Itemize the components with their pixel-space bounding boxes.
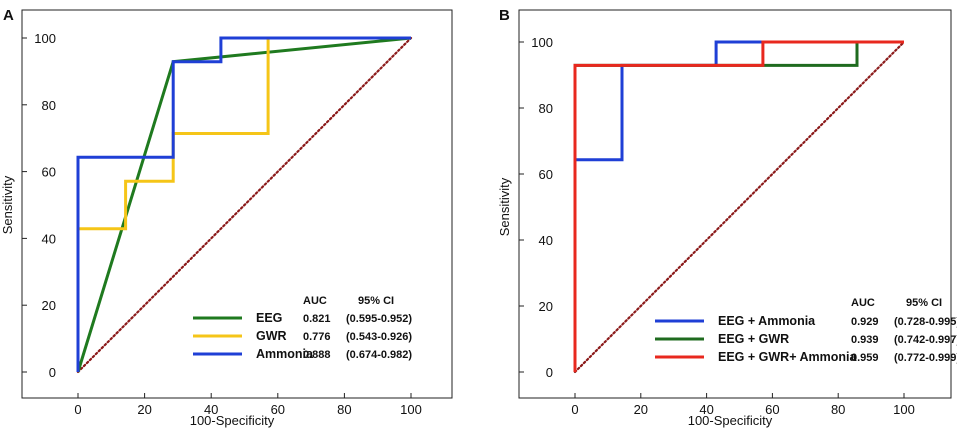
panel-a: A 0 20 40 60 80 100 0 20 40 60 80 100 100-Specificity… <box>0 7 453 428</box>
legend-auc-eeg-ammonia: 0.929 <box>851 316 879 328</box>
plot-frame <box>21 9 453 399</box>
chance-reference-line <box>76 36 413 374</box>
x-tick-label: 20 <box>634 402 648 417</box>
legend-ci-ammonia: (0.674-0.982) <box>346 349 412 361</box>
x-tick-label: 0 <box>571 402 578 417</box>
panel-letter: A <box>3 7 14 24</box>
y-tick-label: 20 <box>42 298 56 313</box>
panel-b: B 0 20 40 60 80 100 0 20 40 60 80 100 100-Specificity… <box>497 7 957 428</box>
legend-auc-eeg: 0.821 <box>303 313 331 325</box>
legend-label-gwr: GWR <box>256 329 287 343</box>
y-axis-title: Sensitivity <box>497 177 512 236</box>
plot-frame <box>518 9 952 399</box>
legend-auc-ammonia: 0.888 <box>303 349 331 361</box>
x-tick-label: 80 <box>337 402 351 417</box>
x-tick-label: 40 <box>204 402 218 417</box>
legend-auc-eeg-gwr-ammonia: 0.959 <box>851 352 879 364</box>
y-tick-label: 0 <box>546 365 553 380</box>
roc-curve-eeg-gwr-ammonia <box>573 40 904 372</box>
legend-ci-eeg-ammonia: (0.728-0.995) <box>894 316 957 328</box>
y-axis-title: Sensitivity <box>0 175 15 234</box>
x-tick-label: 100 <box>893 402 915 417</box>
y-tick-label: 80 <box>42 98 56 113</box>
legend-auc-eeg-gwr: 0.939 <box>851 334 879 346</box>
legend-label-eeg-gwr: EEG + GWR <box>718 332 789 346</box>
legend: AUC 95% CI EEG 0.821 (0.595-0.952) GWR 0.776 (0… <box>193 295 412 361</box>
y-tick-label: 60 <box>539 167 553 182</box>
legend-label-eeg-gwr-ammonia: EEG + GWR+ Ammonia <box>718 350 858 364</box>
legend-ci-eeg-gwr: (0.742-0.997) <box>894 334 957 346</box>
legend-header-ci: 95% CI <box>358 295 394 307</box>
y-tick-label: 60 <box>42 165 56 180</box>
x-tick-label: 0 <box>74 402 81 417</box>
chance-reference-line <box>573 40 906 374</box>
y-tick-label: 100 <box>531 35 553 50</box>
legend: AUC 95% CI EEG + Ammonia 0.929 (0.728-0.995)… <box>655 297 957 364</box>
y-tick-label: 0 <box>49 365 56 380</box>
panel-letter: B <box>499 7 510 24</box>
y-tick-label: 40 <box>539 233 553 248</box>
y-tick-label: 80 <box>539 101 553 116</box>
legend-ci-eeg: (0.595-0.952) <box>346 313 412 325</box>
x-tick-label: 100 <box>400 402 422 417</box>
legend-label-eeg: EEG <box>256 311 282 325</box>
legend-header-ci: 95% CI <box>906 297 942 309</box>
x-tick-label: 40 <box>699 402 713 417</box>
x-tick-label: 20 <box>137 402 151 417</box>
roc-curve-gwr <box>76 36 411 372</box>
x-tick-label: 80 <box>831 402 845 417</box>
legend-auc-gwr: 0.776 <box>303 331 331 343</box>
legend-ci-gwr: (0.543-0.926) <box>346 331 412 343</box>
x-axis-title: 100-Specificity <box>688 413 773 428</box>
x-tick-label: 60 <box>765 402 779 417</box>
y-tick-label: 40 <box>42 231 56 246</box>
legend-label-ammonia: Ammonia <box>256 347 314 361</box>
x-axis-title: 100-Specificity <box>190 413 275 428</box>
roc-curve-ammonia <box>76 36 411 372</box>
legend-label-eeg-ammonia: EEG + Ammonia <box>718 314 816 328</box>
legend-header-auc: AUC <box>303 295 327 307</box>
legend-ci-eeg-gwr-ammonia: (0.772-0.999) <box>894 352 957 364</box>
y-tick-label: 100 <box>34 31 56 46</box>
x-tick-label: 60 <box>271 402 285 417</box>
legend-header-auc: AUC <box>851 297 875 309</box>
y-tick-label: 20 <box>539 299 553 314</box>
